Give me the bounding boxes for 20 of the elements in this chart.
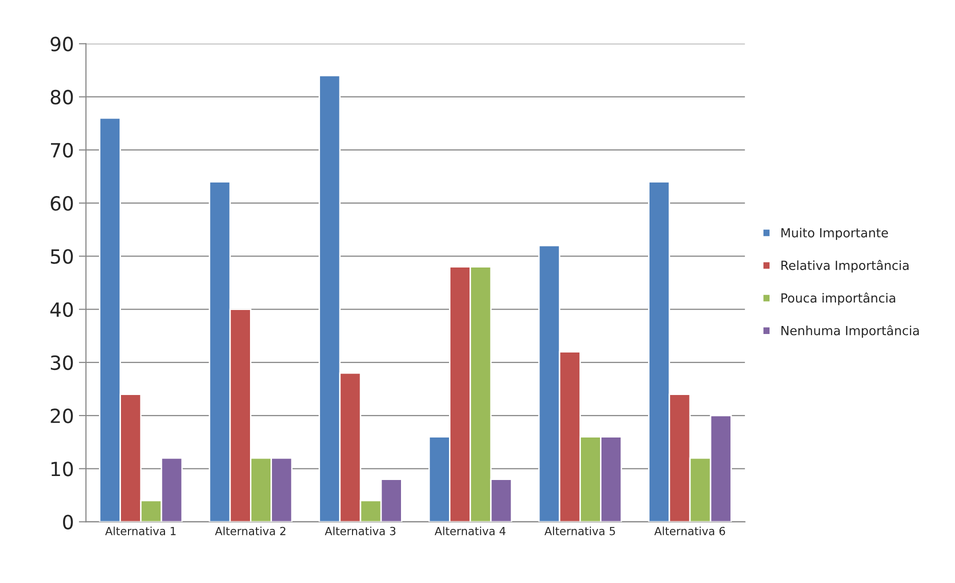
x-tick-label: Alternativa 4 [434, 526, 506, 536]
y-tick-label: 80 [50, 90, 73, 105]
y-tick-label: 40 [50, 302, 73, 317]
legend-label: Relativa Importância [781, 260, 909, 273]
y-tick-label: 60 [50, 196, 73, 211]
y-tick-label: 30 [50, 355, 73, 370]
y-tick-label: 10 [52, 462, 73, 476]
x-tick-label: Alternativa 2 [215, 526, 286, 536]
y-tick-label: 90 [50, 36, 73, 52]
x-tick-label: Alternativa 1 [105, 526, 176, 536]
y-tick-label: 0 [63, 514, 73, 530]
x-tick-label: Alternativa 5 [544, 526, 615, 536]
x-tick-label: Alternativa 3 [324, 526, 396, 536]
legend-label: Muito Importante [781, 228, 888, 240]
legend-label: Pouca importância [781, 292, 896, 306]
y-tick-label: 20 [50, 408, 73, 424]
y-tick-label: 70 [50, 142, 73, 158]
x-tick-label: Alternativa 6 [654, 526, 726, 536]
y-tick-label: 50 [50, 249, 73, 264]
legend-label: Nenhuma Importância [781, 325, 919, 338]
